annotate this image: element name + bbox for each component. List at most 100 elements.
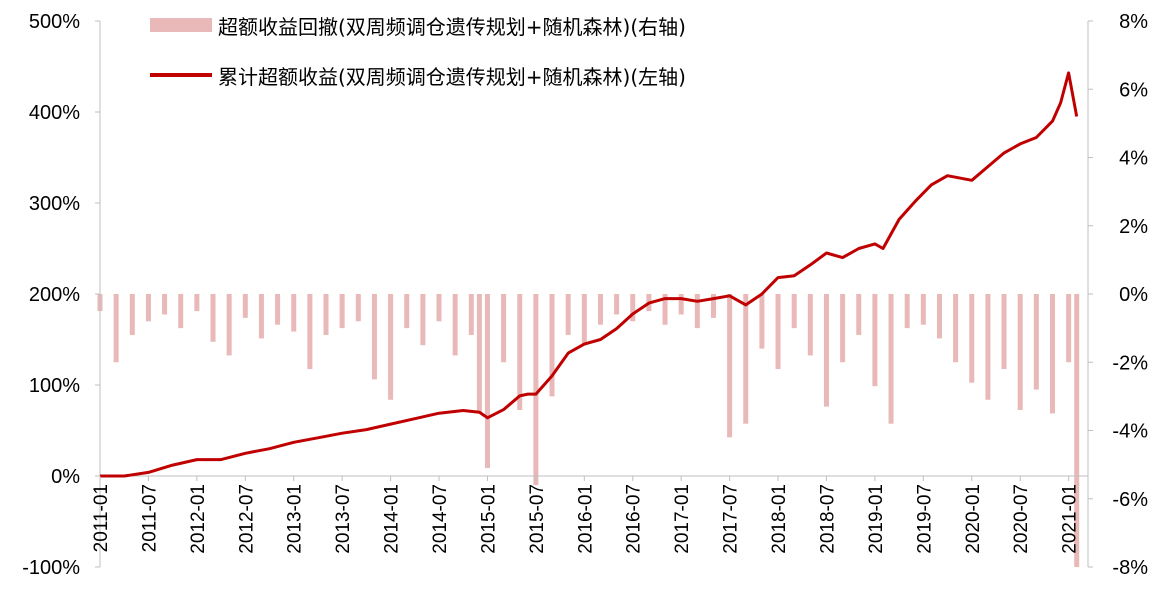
drawdown-bar [565, 294, 571, 335]
drawdown-bar [597, 294, 603, 325]
drawdown-bar [872, 294, 878, 387]
drawdown-bar [1001, 294, 1007, 370]
legend: 超额收益回撤(双周频调仓遗传规划+随机森林)(右轴) 累计超额收益(双周频调仓遗… [150, 8, 850, 90]
drawdown-bar [323, 294, 329, 335]
right-tick-label: -8% [1112, 557, 1148, 579]
right-tick-label: 0% [1119, 284, 1148, 306]
right-tick-label: 2% [1119, 216, 1148, 238]
cumulative-line-layer [100, 71, 1079, 478]
x-tick-label: 2016-01 [575, 484, 596, 554]
drawdown-bar [775, 294, 781, 370]
legend-label-cumulative: 累计超额收益(双周频调仓遗传规划+随机森林)(左轴) [218, 64, 686, 89]
drawdown-bar [210, 294, 216, 342]
drawdown-bar [727, 294, 733, 438]
drawdown-bar [823, 294, 829, 407]
left-axis-ticks: -100% 0% 100% 200% 300% 400% 500% [22, 11, 100, 579]
cumulative-excess-line [100, 71, 1079, 478]
drawdown-bar [436, 294, 442, 322]
drawdown-bar [258, 294, 264, 339]
x-tick-label: 2018-01 [769, 484, 790, 554]
x-tick-label: 2014-01 [382, 484, 403, 554]
drawdown-bar [452, 294, 458, 356]
x-tick-label: 2019-07 [914, 484, 935, 554]
x-tick-label: 2014-07 [430, 484, 451, 554]
drawdown-bar [549, 294, 555, 397]
x-tick-label: 2013-07 [333, 484, 354, 554]
x-axis-ticks: 2011-01 2011-07 2012-01 2012-07 2013-01 2013-… [91, 476, 1081, 554]
x-tick-label: 2011-01 [91, 484, 112, 552]
drawdown-bar [145, 294, 151, 322]
drawdown-bars [97, 294, 1080, 567]
legend-label-drawdown: 超额收益回撤(双周频调仓遗传规划+随机森林)(右轴) [218, 14, 686, 39]
left-tick-label: 400% [29, 102, 80, 124]
drawdown-bar [404, 294, 410, 329]
right-tick-label: -4% [1112, 421, 1148, 443]
drawdown-bar [388, 294, 394, 400]
x-tick-label: 2019-01 [866, 484, 887, 554]
drawdown-bar [178, 294, 184, 329]
drawdown-bar [162, 294, 168, 315]
right-tick-label: -2% [1112, 352, 1148, 374]
drawdown-bar [533, 294, 539, 486]
x-tick-label: 2018-07 [817, 484, 838, 554]
drawdown-bar [371, 294, 377, 380]
drawdown-bar [678, 294, 684, 315]
drawdown-bar [194, 294, 200, 312]
left-tick-label: 200% [29, 284, 80, 306]
drawdown-bar [242, 294, 248, 318]
drawdown-bar [936, 294, 942, 339]
drawdown-bar [904, 294, 910, 329]
legend-item-cumulative: 累计超额收益(双周频调仓遗传规划+随机森林)(左轴) [150, 60, 686, 90]
x-tick-label: 2012-07 [236, 484, 257, 554]
left-tick-label: -100% [22, 557, 80, 579]
x-tick-label: 2015-07 [527, 484, 548, 554]
x-tick-label: 2017-07 [721, 484, 742, 554]
right-tick-label: 4% [1119, 148, 1148, 170]
x-tick-label: 2020-07 [1011, 484, 1032, 554]
drawdown-bar [856, 294, 862, 335]
x-tick-label: 2016-07 [624, 484, 645, 554]
drawdown-bar [1033, 294, 1039, 390]
legend-swatch-cumulative [150, 73, 212, 77]
x-tick-label: 2017-01 [672, 484, 693, 554]
x-tick-label: 2015-01 [478, 484, 499, 554]
drawdown-bar [275, 294, 281, 325]
drawdown-bar [501, 294, 507, 363]
drawdown-bar [307, 294, 313, 370]
drawdown-bar [420, 294, 426, 346]
x-tick-label: 2012-01 [188, 484, 209, 554]
drawdown-bar [888, 294, 894, 424]
right-axis-ticks: -8% -6% -4% -2% 0% 2% 4% 6% 8% [1088, 11, 1148, 579]
drawdown-bar [1049, 294, 1055, 414]
left-tick-label: 100% [29, 375, 80, 397]
drawdown-bar [226, 294, 232, 356]
drawdown-bar [743, 294, 749, 424]
x-tick-label: 2020-01 [963, 484, 984, 554]
drawdown-bar [791, 294, 797, 329]
drawdown-bar [969, 294, 975, 383]
drawdown-bar [468, 294, 474, 335]
right-tick-label: -6% [1112, 489, 1148, 511]
drawdown-bar [484, 294, 490, 469]
x-tick-label: 2021-01 [1060, 484, 1081, 554]
drawdown-bar [355, 294, 361, 322]
drawdown-bar [129, 294, 135, 335]
drawdown-bar [985, 294, 991, 400]
left-tick-label: 500% [29, 11, 80, 33]
drawdown-bar [517, 294, 523, 411]
drawdown-bar [614, 294, 620, 315]
drawdown-bar [113, 294, 119, 363]
drawdown-bar [759, 294, 765, 349]
drawdown-bar [920, 294, 926, 325]
drawdown-bar [710, 294, 716, 318]
x-tick-label: 2011-07 [139, 484, 160, 552]
drawdown-bar [694, 294, 700, 329]
drawdown-bar [339, 294, 345, 329]
drawdown-bar [581, 294, 587, 346]
drawdown-bar [662, 294, 668, 325]
left-tick-label: 300% [29, 193, 80, 215]
legend-swatch-drawdown [150, 18, 212, 32]
right-tick-label: 6% [1119, 79, 1148, 101]
